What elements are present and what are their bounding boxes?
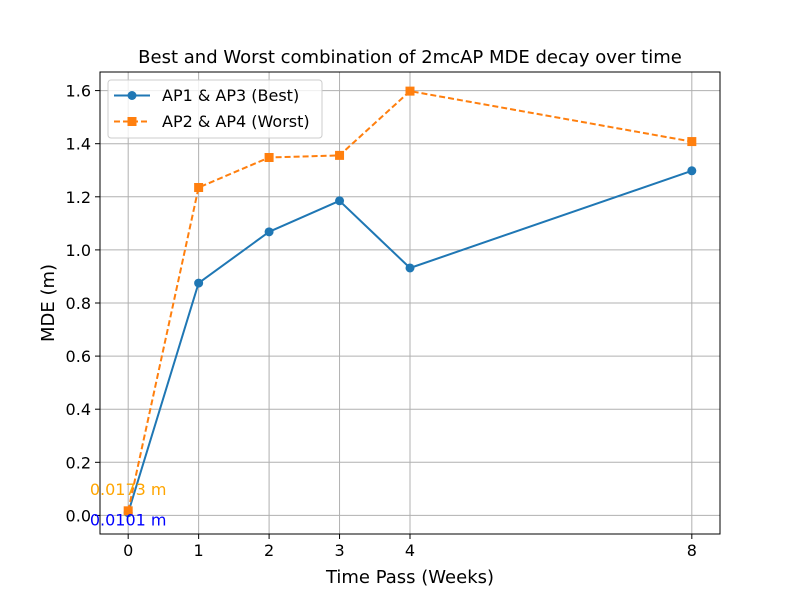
y-axis-label: MDE (m)	[38, 264, 59, 342]
series-line-0	[127, 169, 693, 513]
x-tick-label: 8	[687, 541, 697, 560]
y-tick-label: 1.2	[66, 188, 91, 207]
y-tick-label: 1.6	[66, 82, 91, 101]
y-tick-label: 0.0	[66, 506, 91, 525]
series-layer	[123, 86, 697, 518]
y-tick-label: 0.4	[66, 400, 91, 419]
legend-box	[107, 79, 323, 139]
data-point-square	[335, 150, 345, 160]
data-point-circle	[194, 278, 204, 288]
y-tick-label: 0.8	[66, 294, 91, 313]
y-axis-ticks: 0.0 0.2 0.4 0.6 0.8 1.0 1.2 1.4 1.6	[66, 82, 100, 525]
data-point-square	[194, 183, 204, 192]
y-tick-label: 0.6	[66, 347, 91, 366]
data-point-circle	[405, 263, 415, 273]
legend-label-best: AP1 & AP3 (Best)	[162, 86, 299, 105]
y-tick-label: 0.2	[66, 453, 91, 472]
x-tick-label: 2	[264, 541, 274, 560]
x-tick-label: 4	[405, 541, 415, 560]
data-point-circle	[335, 196, 345, 206]
data-point-square	[405, 86, 415, 96]
chart-title: Best and Worst combination of 2mcAP MDE …	[138, 47, 682, 68]
data-point-square	[687, 137, 697, 147]
legend-marker-worst	[127, 117, 137, 126]
x-tick-label: 1	[194, 541, 204, 560]
y-tick-label: 1.4	[66, 135, 91, 154]
x-axis-label: Time Pass (Weeks)	[325, 567, 494, 588]
annotations: 0.0173 m 0.0101 m	[90, 480, 167, 530]
legend-marker-best	[127, 91, 137, 100]
x-tick-label: 0	[123, 541, 133, 560]
y-tick-label: 1.0	[66, 241, 91, 260]
data-point-circle	[264, 227, 274, 237]
data-point-circle	[687, 166, 697, 176]
annotation-label: 0.0173 m	[90, 480, 167, 499]
x-tick-label: 3	[334, 541, 344, 560]
data-point-square	[264, 152, 274, 162]
series-line-1	[127, 90, 692, 512]
x-axis-ticks: 0 1 2 3 4 8	[123, 534, 697, 560]
data-point-square	[123, 506, 133, 516]
annotation-label: 0.0101 m	[90, 511, 167, 530]
legend-label-worst: AP2 & AP4 (Worst)	[162, 112, 310, 131]
legend: AP1 & AP3 (Best) AP2 & AP4 (Worst)	[107, 79, 323, 139]
